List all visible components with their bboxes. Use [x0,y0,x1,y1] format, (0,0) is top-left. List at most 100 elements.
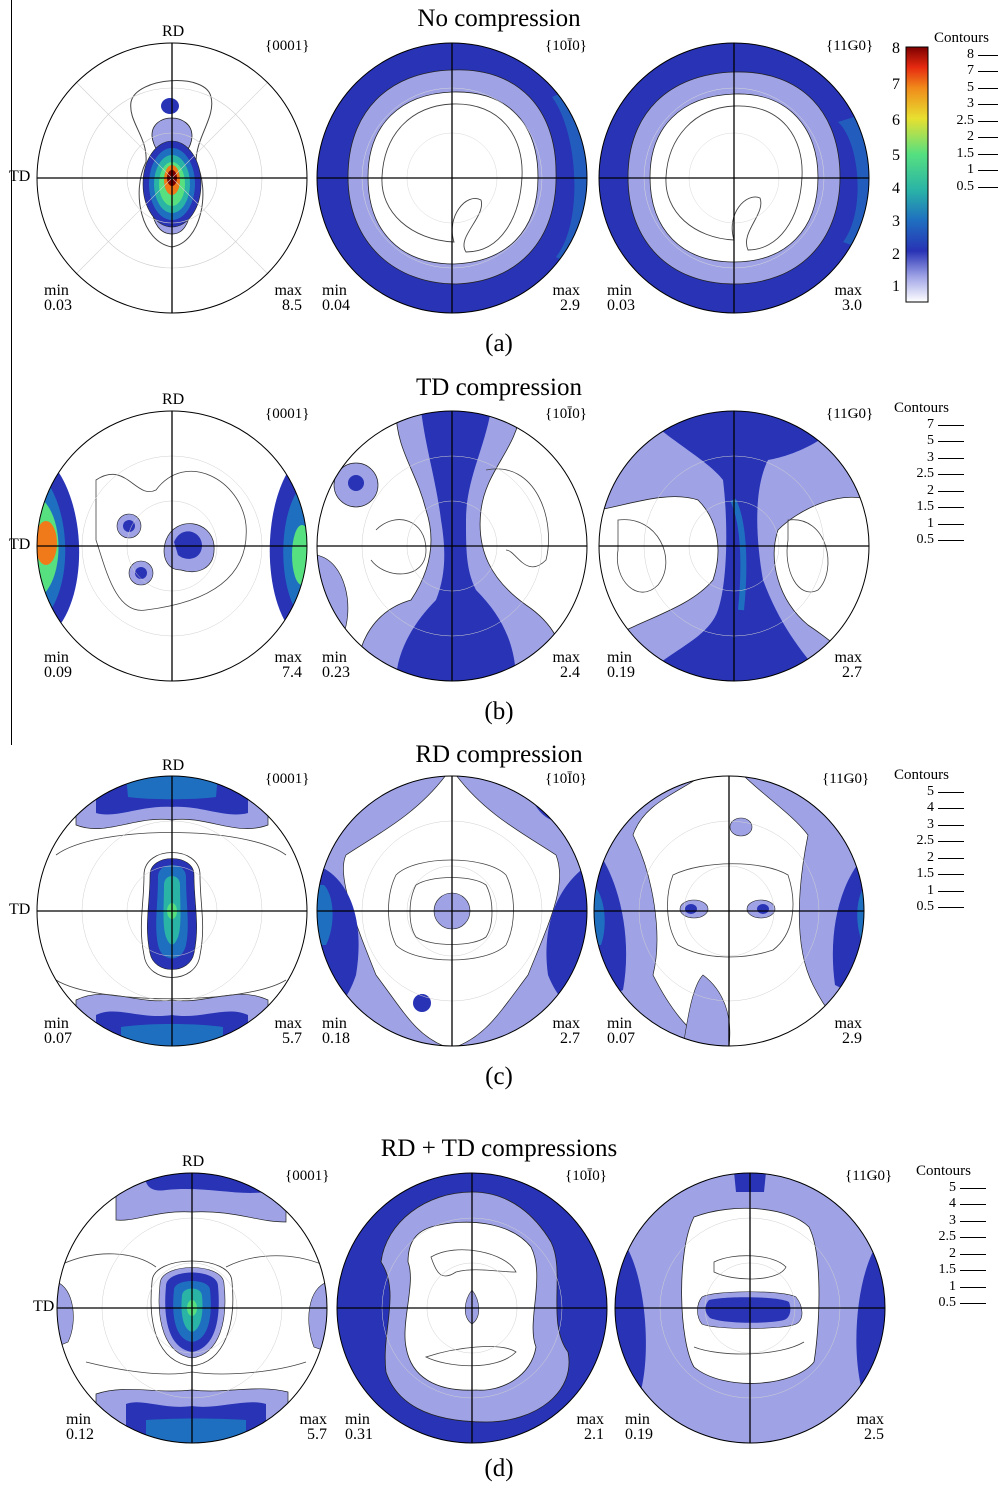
panel-title: RD compression [415,741,583,768]
max-number: 8.5 [282,297,302,314]
contour-level: 1 [890,883,964,900]
contour-value: 5 [927,433,934,448]
max-text: max [274,649,302,666]
contour-level: 3 [912,1213,986,1230]
contour-level: 2 [890,482,964,500]
min-text: min [44,282,69,299]
td-label: TD [9,168,31,185]
min-number: 0.12 [66,1426,94,1443]
min-text: min [322,1015,347,1032]
min-number: 0.19 [625,1426,653,1443]
min-number: 0.18 [322,1030,350,1047]
plane-label: {10Ī0} [565,1168,607,1184]
colorbar-tick: 1 [892,278,900,295]
contour-level: 1.5 [930,145,998,163]
contour-value: 1 [949,1278,956,1294]
max-value: max 5.7 [293,1411,327,1443]
panel-a: No compression R [0,0,998,370]
plane-label: {0001} [265,771,310,787]
panel-label: (b) [484,698,514,725]
max-number: 7.4 [282,664,302,681]
contour-level: 2.5 [930,112,998,130]
contour-level: 2 [930,129,998,146]
colorbar-tick: 7 [892,76,900,93]
td-label: TD [9,536,31,553]
contour-level: 8 [930,47,998,64]
min-number: 0.03 [44,297,72,314]
min-number: 0.09 [44,664,72,681]
colorbar: 8 7 6 5 4 3 2 1 [880,40,940,308]
contour-value: 2.5 [938,1229,957,1244]
contour-level: 0.5 [890,532,964,549]
plane-label: {11Ǥ0} [822,771,870,787]
colorbar-tick: 3 [892,213,900,230]
contour-value: 7 [927,416,934,432]
min-text: min [322,282,347,299]
contour-value: 2.5 [956,112,975,128]
panel-label: (a) [485,330,513,357]
contours-legend: Contours 8 7 5 3 2.5 2 1.5 1 0.5 [930,30,998,195]
contours-title: Contours [894,400,950,416]
contour-value: 7 [967,63,974,78]
contour-level: 4 [912,1196,986,1213]
max-number: 2.7 [560,1030,580,1047]
panel-d: RD + TD compressions [0,1125,998,1491]
contour-value: 1.5 [938,1262,957,1277]
min-text: min [625,1411,650,1428]
contour-value: 1.5 [956,145,975,161]
contours-legend: Contours 5 4 3 2.5 2 1.5 1 0.5 [912,1163,986,1312]
min-text: min [607,282,632,299]
contour-value: 3 [927,449,934,465]
pole-figure-10-10 [316,42,588,314]
contours-title: Contours [916,1163,972,1179]
pole-figure-11-20 [614,1172,886,1444]
max-text: max [856,1411,884,1428]
contours-legend: Contours 5 4 3 2.5 2 1.5 1 0.5 [890,767,964,916]
contour-value: 5 [949,1179,956,1195]
contour-value: 4 [927,800,934,815]
contour-level: 3 [930,96,998,113]
contour-value: 5 [967,79,974,95]
max-value: max 3.0 [828,283,862,314]
colorbar-tick: 8 [892,40,900,57]
contour-level: 2 [890,850,964,867]
contour-value: 1 [967,162,974,177]
plane-label: {0001} [265,406,310,422]
max-value: max 5.7 [268,1016,302,1047]
min-text: min [607,649,632,666]
pole-figure-11-20 [593,775,865,1047]
min-value: min 0.03 [607,282,635,314]
pole-figure-11-20 [598,42,870,314]
pole-figure-10-10 [336,1172,608,1444]
max-value: max 2.1 [570,1412,604,1443]
min-value: min 0.04 [322,282,350,314]
min-value: min 0.19 [625,1411,653,1443]
contour-value: 5 [927,783,934,799]
min-text: min [322,649,347,666]
max-number: 5.7 [282,1030,302,1047]
td-label: TD [33,1298,55,1315]
colorbar-tick: 5 [892,147,900,164]
plane-label: {11Ǥ0} [826,406,874,422]
max-number: 5.7 [307,1426,327,1443]
contour-level: 5 [890,433,964,450]
plane-label: {10Ī0} [545,38,587,54]
contours-title: Contours [934,30,990,46]
pole-figure-0001 [36,410,308,682]
max-text: max [834,649,862,666]
max-number: 2.9 [560,297,580,314]
colorbar-tick: 2 [892,246,900,263]
min-number: 0.07 [607,1030,635,1047]
contour-value: 1.5 [916,866,935,881]
max-text: max [299,1411,327,1428]
contour-level: 0.5 [890,899,964,916]
panel-c: RD compression [0,737,998,1107]
panel-title: No compression [417,5,581,32]
min-number: 0.03 [607,297,635,314]
contour-value: 2.5 [916,466,935,481]
min-text: min [44,1015,69,1032]
max-number: 2.5 [864,1426,884,1443]
plane-label: {11Ǥ0} [826,38,874,54]
max-value: max 2.7 [546,1016,580,1047]
contour-value: 2 [927,482,934,498]
